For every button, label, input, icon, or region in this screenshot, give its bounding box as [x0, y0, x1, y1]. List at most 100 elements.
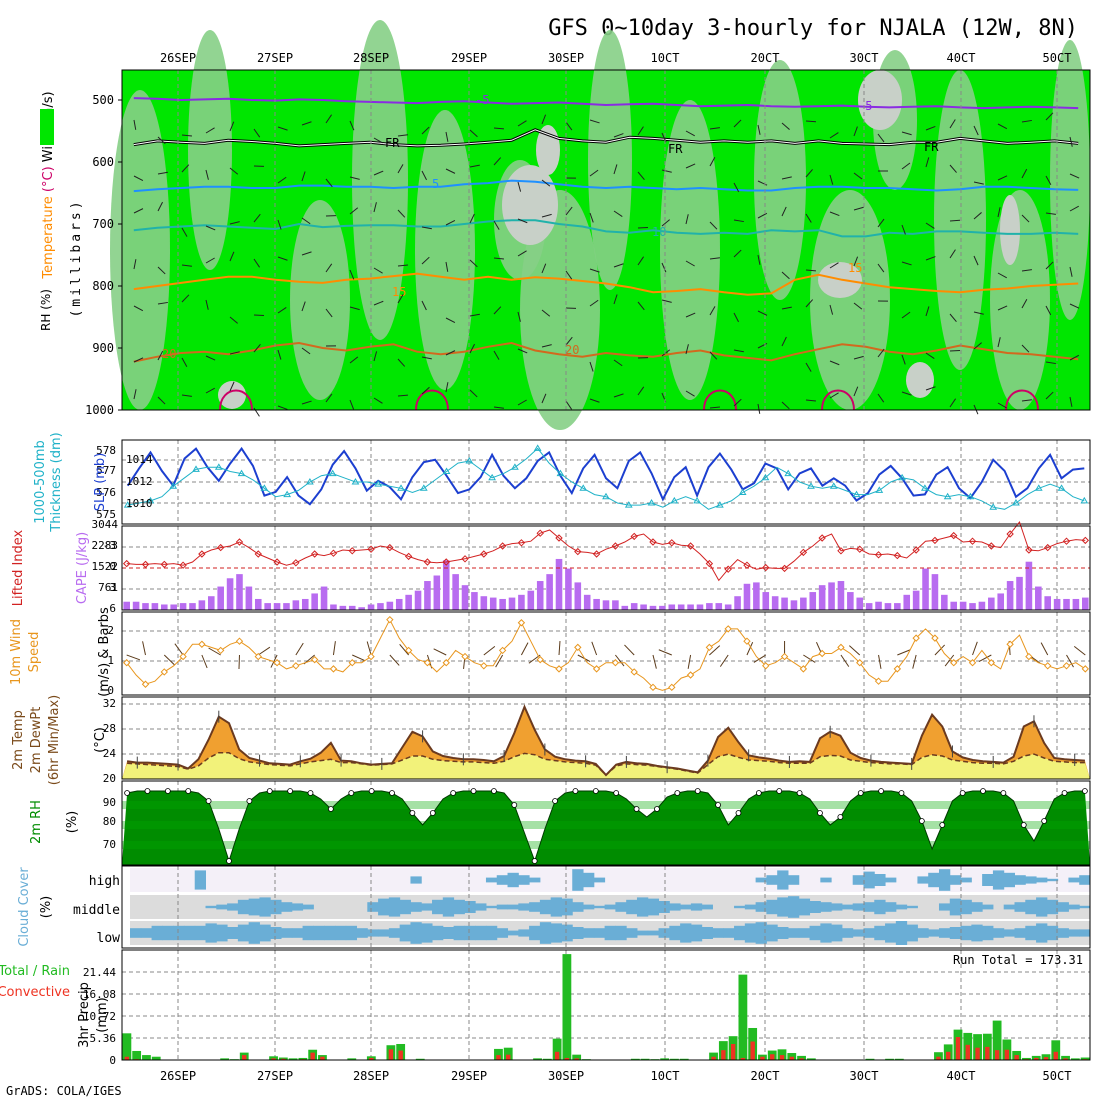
rh-moist-region	[110, 90, 170, 410]
wind-barb-10m	[912, 654, 917, 669]
wind-barb	[613, 164, 618, 175]
thickness-point	[898, 473, 906, 481]
wind-barb-10m	[972, 641, 978, 656]
wind-barb	[901, 131, 912, 136]
wind-barb	[541, 344, 552, 348]
thickness-point	[488, 473, 497, 481]
wind-barb	[589, 119, 600, 124]
wind-speed-point	[1025, 652, 1033, 661]
cloud-cover-block	[259, 924, 271, 942]
svg-text:(millibars): (millibars)	[69, 198, 84, 317]
wind-barb	[805, 169, 813, 178]
svg-text:Speed: Speed	[27, 632, 42, 673]
precip-convective-bar	[1043, 1057, 1049, 1060]
lifted-index-point	[141, 560, 150, 569]
cloud-cover-block	[798, 928, 811, 938]
cloud-cover-block	[669, 925, 681, 941]
wind-barb	[229, 316, 238, 324]
cape-bar	[273, 603, 281, 610]
wind-barb-10m	[944, 654, 955, 667]
cape-bar	[283, 603, 290, 610]
thickness-series-line	[127, 447, 1085, 510]
cape-bar	[123, 601, 130, 610]
rh-point	[470, 788, 477, 794]
wind-barb-10m	[719, 654, 729, 667]
wind-barb	[853, 256, 859, 267]
lifted-index-point	[329, 549, 338, 557]
cloud-cover-block	[518, 875, 530, 885]
precip-total-bar	[640, 1058, 650, 1060]
wind-barb	[1021, 214, 1030, 223]
precip-convective-bar	[711, 1056, 716, 1060]
lifted-index-point	[404, 552, 413, 561]
lifted-index-point	[235, 538, 244, 546]
wind-speed-point	[611, 659, 620, 667]
wind-barb	[877, 218, 885, 228]
slp-tick-label: 1012	[126, 475, 153, 488]
wind-barb-10m	[878, 654, 882, 669]
precip-total-bar	[777, 1049, 787, 1060]
cloud-cover-block	[216, 904, 228, 910]
cape-bar	[142, 603, 149, 610]
rh-point	[735, 810, 742, 816]
wind-barb-10m	[897, 649, 911, 656]
wind-barb	[1069, 205, 1079, 212]
wind-barb	[397, 209, 406, 218]
cape-bar	[377, 603, 384, 610]
slp-tick-label: 1014	[126, 453, 153, 466]
wind-barb	[157, 201, 163, 212]
wind-barb	[685, 214, 689, 225]
wind-barb	[181, 394, 192, 397]
wind-barb	[589, 268, 600, 273]
millibars-label: (millibars)	[69, 198, 84, 317]
precip-convective-bar	[740, 1057, 746, 1060]
slp-tick-label: 1010	[126, 497, 153, 510]
lifted-index-point	[198, 550, 206, 558]
thickness-point	[169, 482, 178, 489]
cloud-cover-block	[938, 928, 951, 938]
wind-barb	[373, 300, 384, 306]
cloud-cover-block	[291, 903, 304, 911]
svg-text:SLP (mb): SLP (mb)	[93, 453, 108, 512]
wind-barb	[733, 219, 744, 223]
cloud-cover-block	[421, 923, 433, 943]
wind-barb	[901, 162, 911, 170]
rh-point	[531, 858, 538, 864]
cloud-cover-block	[712, 928, 724, 938]
wind-barb	[133, 389, 137, 400]
date-tick-label-bottom: 28SEP	[353, 1069, 389, 1083]
wind-barb	[445, 220, 456, 226]
cloud-cover-block	[151, 925, 163, 941]
lifted-index-point	[780, 564, 789, 573]
cape-bar	[715, 603, 723, 610]
wind-barb-10m	[520, 642, 529, 656]
cloud-cover-block	[453, 899, 465, 915]
rh-point	[511, 802, 518, 808]
rh-point	[246, 798, 253, 804]
cape-bar	[330, 604, 337, 610]
precip-total-bar	[298, 1057, 308, 1060]
thickness-point	[579, 484, 588, 491]
precip-convective-bar	[1014, 1055, 1019, 1060]
cape-bar	[612, 600, 619, 610]
lifted-index-point	[254, 550, 262, 558]
wind-barb-10m	[709, 645, 721, 656]
cloud-cover-block	[388, 897, 401, 917]
wind-barb-10m	[753, 654, 767, 663]
wind-barb-10m	[399, 643, 410, 656]
wind-barb	[901, 224, 906, 235]
wind-barb	[733, 182, 740, 193]
cape-bar	[536, 581, 544, 610]
cloud-cover-block	[313, 925, 325, 941]
wind-barb	[589, 299, 599, 307]
wind-speed-point	[818, 649, 826, 658]
lifted-index-point	[837, 547, 845, 555]
wind-speed-point	[686, 671, 695, 679]
cape-bar	[687, 604, 694, 610]
wind-barb	[973, 212, 982, 220]
wind-speed-point	[348, 659, 356, 667]
rh-point	[918, 818, 925, 824]
panel-frame	[121, 949, 1091, 1061]
precip-convective-bar	[506, 1054, 511, 1060]
lifted-index-point	[950, 531, 958, 540]
